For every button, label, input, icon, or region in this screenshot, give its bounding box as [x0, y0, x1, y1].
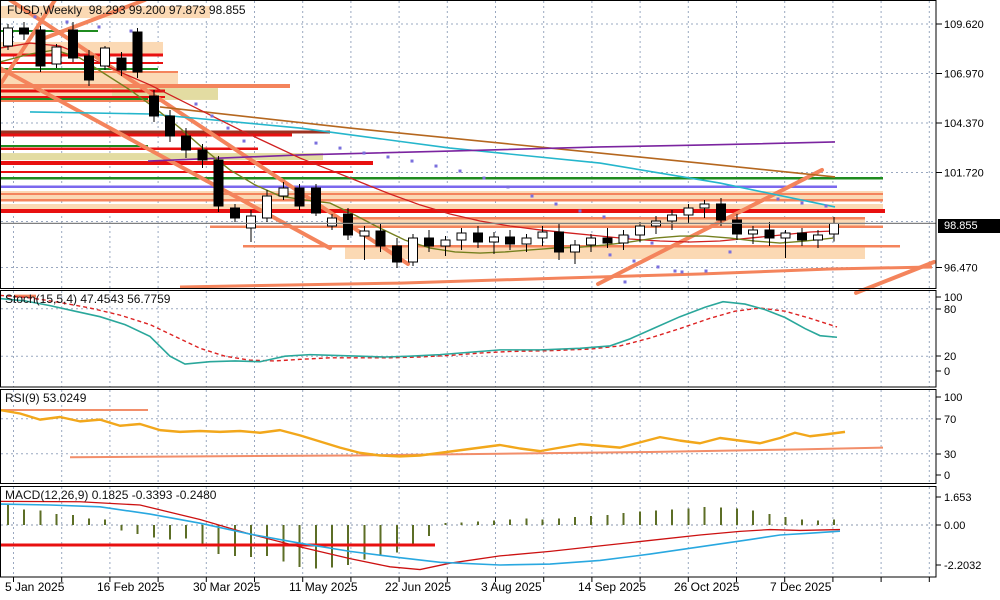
rsi-indicator-title: RSI(9) 53.0249 — [5, 391, 87, 405]
candle — [553, 231, 564, 253]
candle — [667, 214, 678, 222]
date-axis: 5 Jan 2025 16 Feb 2025 30 Mar 2025 11 May 2… — [5, 577, 930, 594]
price-label: 101.720 — [944, 168, 984, 180]
macd-main-line — [0, 503, 841, 566]
candle — [391, 245, 402, 263]
stochastic-indicator-title: Stoch(15,5,4) 47.4543 56.7759 — [5, 292, 171, 306]
candle — [634, 225, 645, 236]
rsi-axis-label: 70 — [944, 414, 956, 426]
candle — [570, 244, 580, 253]
candle — [3, 27, 13, 47]
price-label: 106.970 — [944, 69, 984, 81]
gridlines — [1, 1, 936, 576]
date-label: 7 Dec 2025 — [770, 580, 832, 594]
candle — [84, 55, 94, 81]
candle — [586, 237, 597, 246]
candle — [213, 159, 224, 207]
candle — [796, 232, 807, 241]
candle — [310, 187, 321, 214]
candle — [408, 237, 418, 263]
candle — [683, 207, 694, 216]
candle — [262, 195, 273, 219]
stoch-axis-label: 20 — [944, 351, 956, 363]
candle — [278, 187, 289, 197]
date-label: 5 Jan 2025 — [5, 580, 65, 594]
price-label: 104.370 — [944, 118, 984, 130]
candle — [51, 46, 62, 65]
candle — [764, 229, 775, 239]
candle — [165, 115, 175, 137]
candle — [116, 57, 127, 71]
macd-panel — [0, 500, 841, 571]
candle — [375, 230, 386, 247]
candle — [829, 222, 840, 235]
candle — [359, 230, 370, 237]
date-label: 14 Sep 2025 — [578, 580, 646, 594]
macd-indicator-title: MACD(12,26,9) 0.1825 -0.3393 -0.2480 — [5, 488, 217, 502]
candle — [618, 234, 629, 244]
candle — [327, 217, 337, 227]
candle — [424, 237, 435, 247]
candle — [148, 95, 159, 117]
candle — [505, 236, 516, 245]
stochastic-panel — [0, 294, 838, 365]
date-label: 11 May 2025 — [289, 580, 358, 594]
candle — [67, 29, 78, 59]
candle — [472, 232, 483, 243]
candle — [181, 135, 192, 151]
candle — [780, 232, 791, 239]
candle — [19, 27, 30, 35]
candle — [197, 149, 208, 161]
macd-axis-label: 0.00 — [944, 520, 965, 532]
date-label: 22 Jun 2025 — [385, 580, 451, 594]
date-label: 30 Mar 2025 — [193, 580, 261, 594]
rsi-ma-line — [69, 446, 884, 459]
candle — [246, 215, 256, 229]
rsi-axis-label: 100 — [944, 392, 962, 404]
candle — [602, 237, 613, 244]
candle — [813, 234, 823, 241]
macd-axis-label: 1.653 — [944, 492, 972, 504]
candle — [537, 231, 548, 239]
stoch-signal-line — [0, 294, 838, 362]
candle — [521, 237, 532, 245]
candle — [715, 203, 726, 221]
candle — [35, 29, 46, 67]
candle — [343, 213, 354, 236]
candle — [100, 47, 111, 67]
price-axis: 109.620106.970104.370101.72096.470100802… — [936, 19, 984, 572]
candle — [748, 229, 759, 235]
candle — [456, 232, 467, 241]
candle — [440, 239, 451, 247]
candle — [229, 207, 240, 219]
stoch-axis-label: 0 — [944, 366, 950, 378]
price-label: 109.620 — [944, 19, 984, 31]
price-label: 96.470 — [944, 263, 978, 275]
date-label: 16 Feb 2025 — [97, 580, 165, 594]
rsi-axis-label: 30 — [944, 449, 956, 461]
stoch-main-line — [0, 297, 838, 365]
current-price-badge: 98.855 — [938, 219, 1000, 233]
rsi-panel — [0, 408, 884, 459]
candle — [132, 31, 143, 73]
date-label: 26 Oct 2025 — [674, 580, 740, 594]
candle — [294, 187, 305, 207]
stoch-axis-label: 100 — [944, 292, 962, 304]
date-label: 3 Aug 2025 — [481, 580, 542, 594]
rsi-axis-label: 0 — [944, 470, 950, 482]
candle — [489, 236, 499, 243]
main-chart-title: FUSD,Weekly 98.293 99.200 97.873 98.855 — [7, 3, 246, 17]
panel-borders — [0, 0, 937, 578]
candles — [3, 21, 840, 269]
candle — [699, 203, 710, 209]
macd-axis-label: -2.2032 — [944, 560, 981, 572]
candle — [732, 219, 742, 235]
stoch-axis-label: 80 — [944, 304, 956, 316]
rsi-main-line — [0, 408, 846, 458]
